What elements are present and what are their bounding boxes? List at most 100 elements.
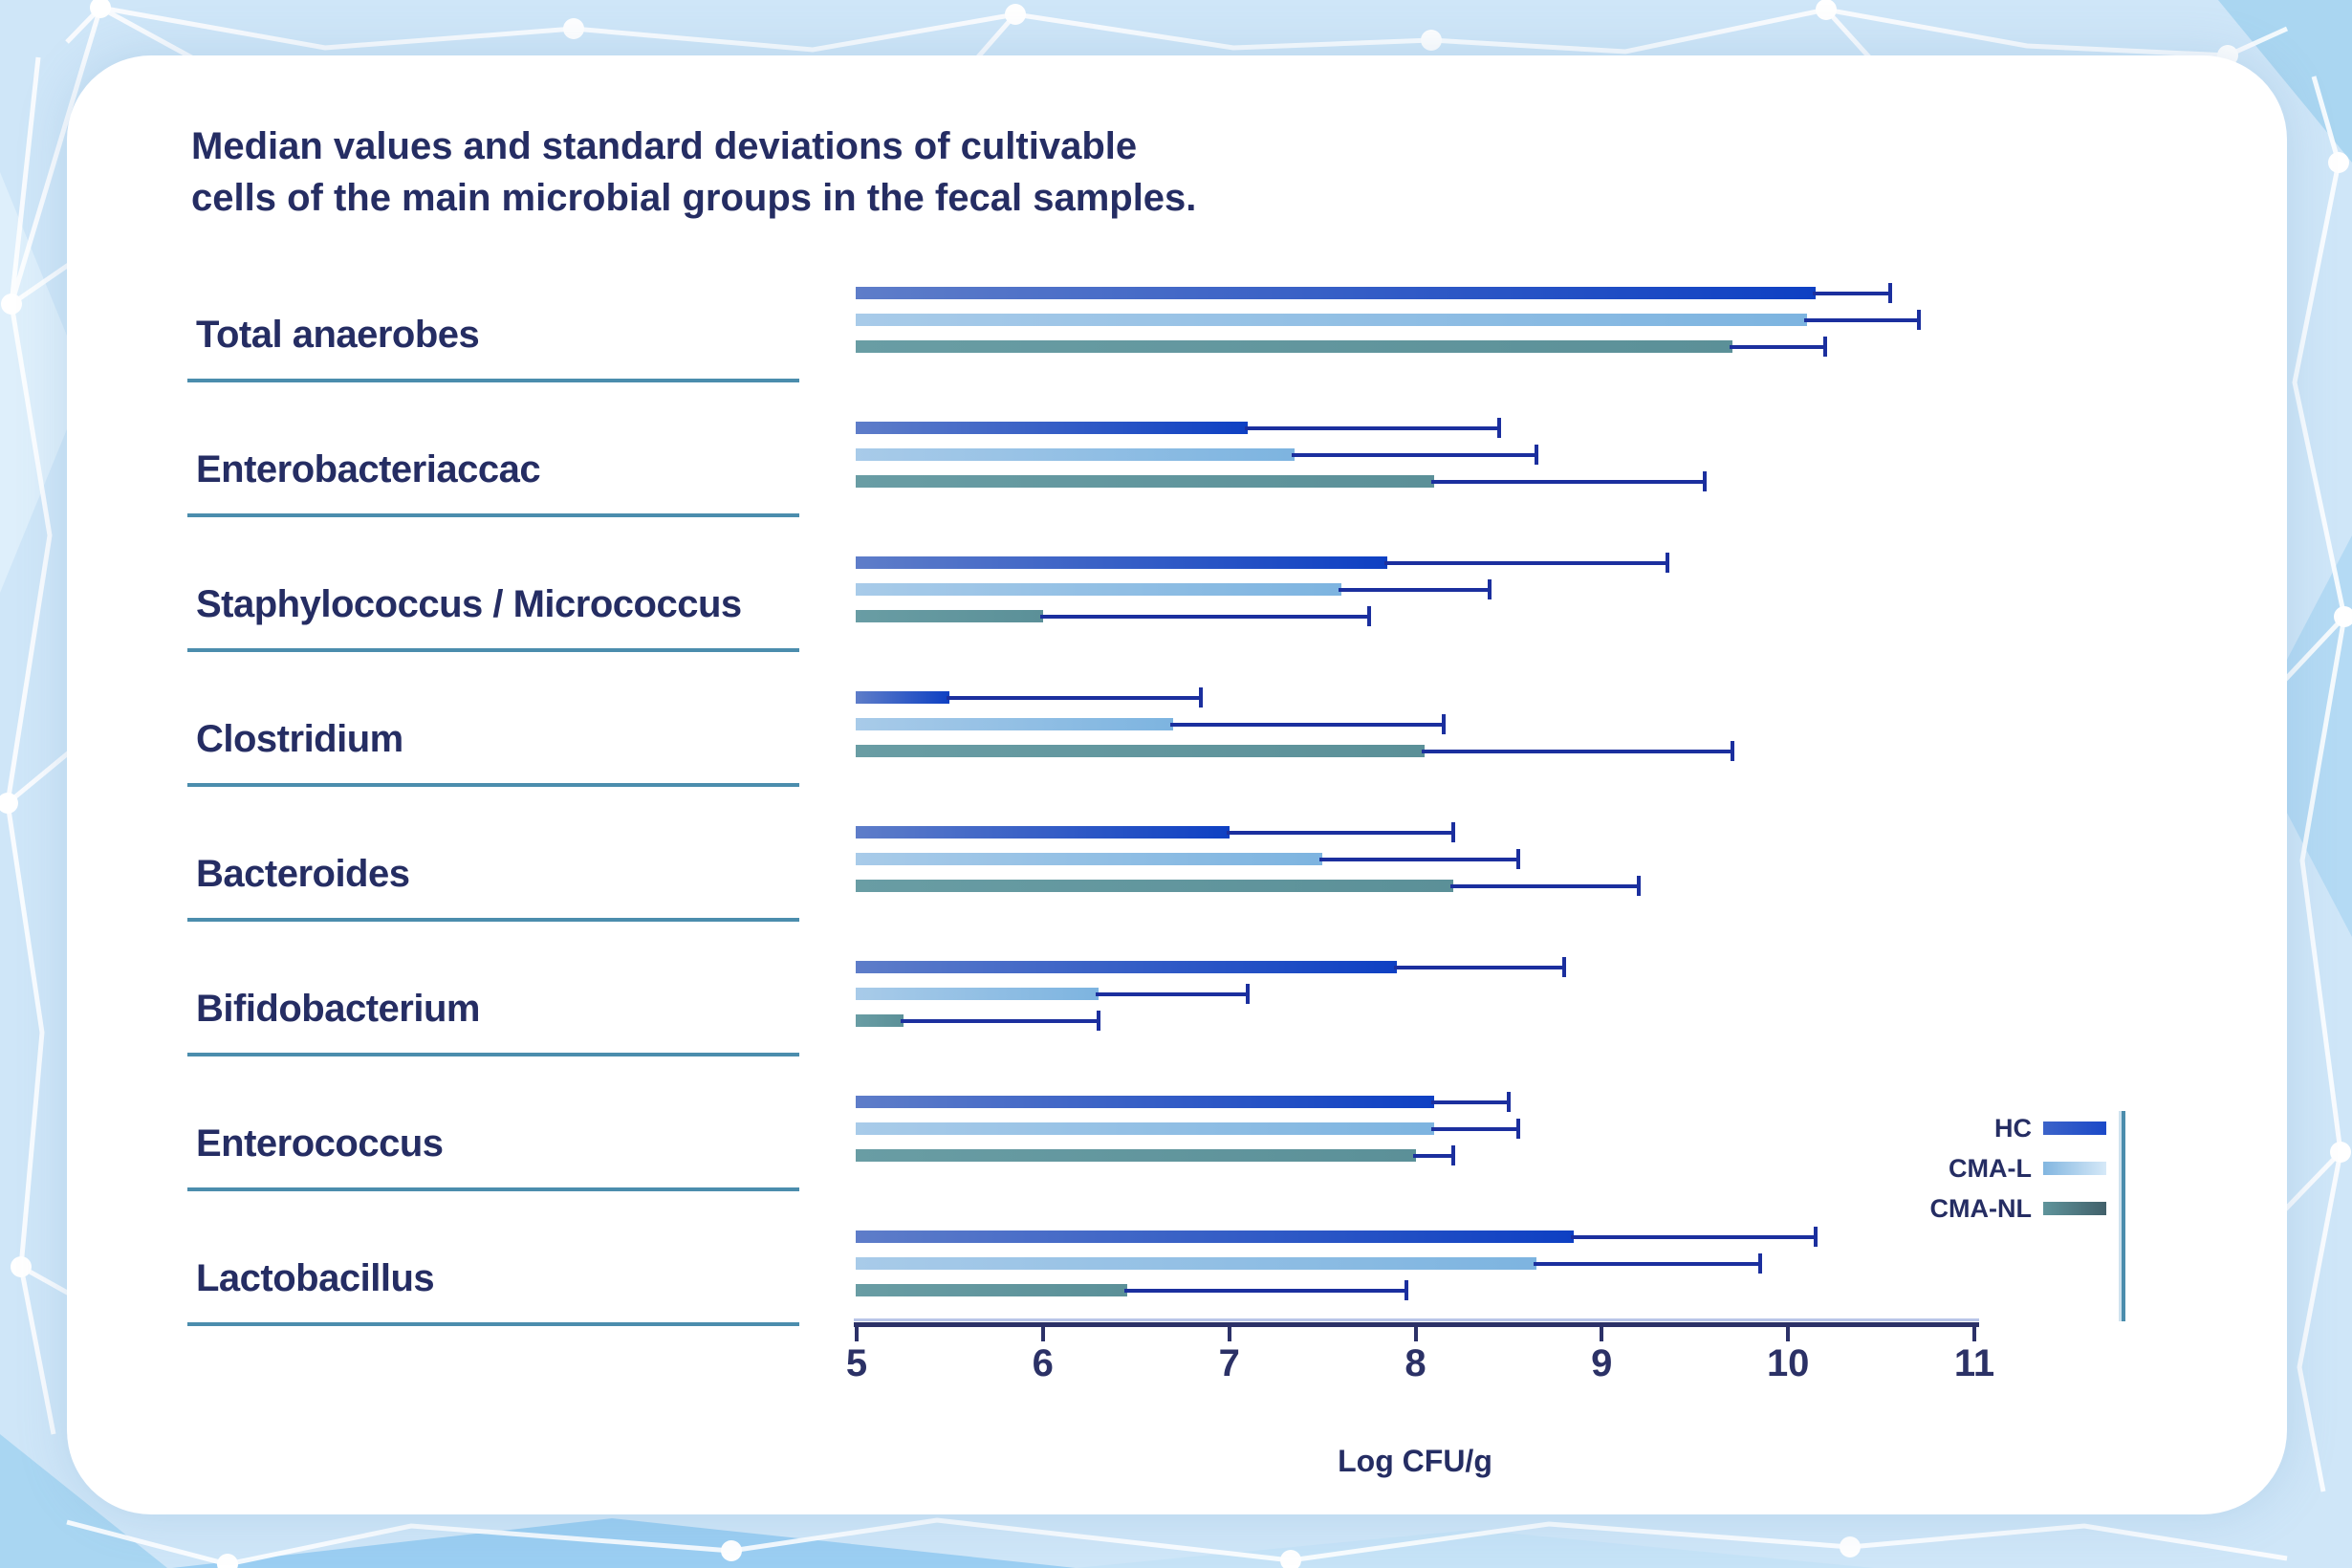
- category-label: Clostridium: [196, 718, 403, 760]
- category-label: Total anaerobes: [196, 314, 480, 356]
- error-bar-cap: [1497, 418, 1502, 438]
- x-axis-title: Log CFU/g: [1338, 1444, 1492, 1478]
- error-bar: [1170, 723, 1444, 727]
- error-bar-cap: [1888, 283, 1893, 303]
- x-axis-highlight: [854, 1318, 1979, 1321]
- error-bar-cap: [1506, 1092, 1511, 1112]
- error-bar-cap: [1450, 822, 1455, 842]
- bar-cma-nl: [856, 1149, 1416, 1162]
- bar-cma-nl: [856, 610, 1043, 622]
- error-bar: [1291, 453, 1537, 457]
- category-underline: [187, 783, 799, 787]
- error-bar: [1729, 345, 1826, 349]
- bar-cma-l: [856, 1122, 1434, 1135]
- bar-hc: [856, 961, 1397, 973]
- legend-label-cma-l: CMA-L: [1949, 1154, 2032, 1183]
- error-bar: [1813, 292, 1891, 295]
- bar-hc: [856, 1096, 1434, 1108]
- bar-cma-l: [856, 448, 1295, 461]
- error-bar: [1422, 750, 1732, 753]
- bar-hc: [856, 1230, 1575, 1243]
- error-bar-cap: [1450, 1145, 1455, 1165]
- error-bar-cap: [1366, 606, 1371, 626]
- category-underline: [187, 1187, 799, 1191]
- error-bar-cap: [1562, 957, 1567, 977]
- bar-cma-l: [856, 853, 1323, 865]
- category-underline: [187, 918, 799, 922]
- x-axis-tick-label: 5: [845, 1342, 868, 1384]
- bar-cma-l: [856, 718, 1174, 730]
- bar-hc: [856, 826, 1230, 838]
- error-bar-cap: [1097, 1011, 1101, 1031]
- error-bar: [1431, 1100, 1509, 1104]
- category-underline: [187, 513, 799, 517]
- x-axis-tick-label: 10: [1766, 1342, 1810, 1384]
- x-axis-tick: [855, 1327, 859, 1341]
- x-axis-tick: [1227, 1327, 1231, 1341]
- category-label: Bacteroides: [196, 853, 410, 895]
- error-bar: [1226, 831, 1453, 835]
- legend-swatch-cma-l: [2043, 1162, 2106, 1175]
- x-axis-tick-label: 7: [1218, 1342, 1240, 1384]
- error-bar: [1384, 561, 1667, 565]
- error-bar-cap: [1441, 714, 1446, 734]
- error-bar-cap: [1246, 984, 1251, 1004]
- error-bar-cap: [1916, 310, 1921, 330]
- error-bar-cap: [1535, 445, 1539, 465]
- x-axis-tick-label: 8: [1405, 1342, 1426, 1384]
- error-bar: [1431, 1127, 1518, 1131]
- bar-cma-nl: [856, 880, 1453, 892]
- bar-hc: [856, 287, 1817, 299]
- error-bar: [1412, 1154, 1453, 1158]
- error-bar-cap: [1488, 579, 1492, 599]
- error-bar-cap: [1637, 876, 1642, 896]
- x-axis-tick-label: 11: [1953, 1342, 1995, 1384]
- category-label: Enterobacteriaccac: [196, 448, 541, 490]
- category-underline: [187, 379, 799, 382]
- x-axis-tick-label: 9: [1591, 1342, 1613, 1384]
- legend-swatch-hc: [2043, 1122, 2106, 1135]
- bar-cma-nl: [856, 340, 1732, 353]
- error-bar: [1534, 1262, 1760, 1266]
- bar-hc: [856, 691, 950, 704]
- x-axis-tick: [1600, 1327, 1604, 1341]
- legend-label-hc: HC: [1994, 1114, 2032, 1143]
- bar-cma-l: [856, 988, 1100, 1000]
- category-underline: [187, 1053, 799, 1056]
- bar-cma-l: [856, 314, 1807, 326]
- error-bar: [1096, 992, 1249, 996]
- category-label: Bifidobacterium: [196, 988, 480, 1030]
- error-bar: [947, 696, 1202, 700]
- error-bar: [1338, 588, 1491, 592]
- category-label: Lactobacillus: [196, 1257, 435, 1299]
- error-bar: [1803, 318, 1919, 322]
- error-bar: [900, 1019, 1100, 1023]
- x-axis-tick: [1040, 1327, 1045, 1341]
- error-bar-cap: [1730, 741, 1734, 761]
- error-bar-cap: [1515, 849, 1520, 869]
- bar-cma-nl: [856, 745, 1426, 757]
- x-axis-tick: [1972, 1327, 1976, 1341]
- error-bar: [1449, 884, 1640, 888]
- error-bar-cap: [1702, 471, 1707, 491]
- x-axis-line: [854, 1322, 1979, 1327]
- legend-swatch-cma-nl: [2043, 1202, 2106, 1215]
- bar-cma-nl: [856, 475, 1434, 488]
- x-axis-tick: [1786, 1327, 1791, 1341]
- bar-cma-l: [856, 583, 1341, 596]
- bar-cma-nl: [856, 1284, 1127, 1296]
- error-bar: [1394, 966, 1565, 969]
- error-bar-cap: [1757, 1253, 1762, 1274]
- error-bar-cap: [1814, 1227, 1818, 1247]
- error-bar: [1123, 1289, 1406, 1293]
- category-underline: [187, 648, 799, 652]
- x-axis-tick-label: 6: [1032, 1342, 1054, 1384]
- error-bar-cap: [1515, 1119, 1520, 1139]
- error-bar-cap: [1199, 687, 1204, 708]
- error-bar-cap: [1665, 553, 1669, 573]
- x-axis-tick: [1413, 1327, 1418, 1341]
- chart-title: Median values and standard deviations of…: [191, 125, 1197, 219]
- error-bar: [1431, 480, 1705, 484]
